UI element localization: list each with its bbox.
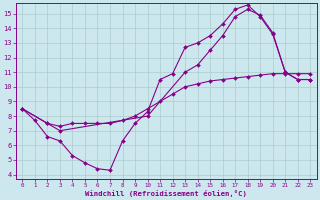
X-axis label: Windchill (Refroidissement éolien,°C): Windchill (Refroidissement éolien,°C): [85, 190, 247, 197]
